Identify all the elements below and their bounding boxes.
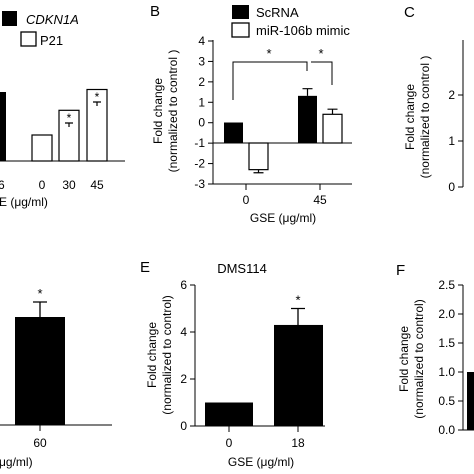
sig-star-a-45: * (95, 90, 100, 104)
y-f-tick-label: 1.0 (438, 365, 455, 379)
bar-b-mimic-0 (248, 142, 269, 171)
y-axis-label-e-line1: Fold change (145, 322, 159, 388)
y-b-tick-label: -2 (194, 157, 205, 171)
errorbar-b-mimic-45 (327, 108, 338, 115)
y-f-tick-label: 2.0 (438, 307, 455, 321)
x-tick-e-18: 18 (291, 436, 305, 450)
errorbar-b-scrna-45 (302, 88, 313, 96)
panel-label-c: C (404, 4, 415, 21)
bar-f-cut (467, 372, 474, 430)
y-e-tick-label: 6 (180, 278, 187, 292)
legend-label-mimic: miR-106b mimic (256, 23, 350, 38)
bar-cdkn1a-cut (0, 92, 6, 161)
y-b-tick-label: 2 (198, 75, 205, 89)
y-f-tick-label: 0.0 (438, 423, 455, 437)
sig-bracket-b-2 (311, 61, 333, 85)
panel-label-b: B (150, 3, 160, 20)
errorbar-p21-30 (65, 122, 73, 127)
bar-d-60 (15, 317, 65, 425)
x-tick-a-45: 45 (90, 178, 104, 192)
panel-label-e: E (140, 259, 150, 276)
legend-label-p21: P21 (40, 33, 63, 48)
y-axis-label-c-line1: Fold change (403, 84, 417, 150)
legend-label-cdkn1a: CDKN1A (26, 12, 79, 27)
y-tick-c-0: 0 (448, 180, 455, 194)
y-f-tick-label: 2.5 (438, 278, 455, 292)
bar-e-18 (274, 324, 323, 426)
x-tick-e-0: 0 (226, 436, 233, 450)
sig-star-b-2: * (318, 46, 323, 61)
y-e-tick-label: 2 (180, 372, 187, 386)
sig-star-a-30: * (67, 111, 72, 125)
bar-b-scrna-45 (298, 95, 317, 143)
y-e-tick-label: 4 (180, 325, 187, 339)
y-axis-label-e-line2: (normalized to control) (160, 295, 174, 414)
y-b-tick-label: 1 (198, 95, 205, 109)
y-f-tick-label: 1.5 (438, 336, 455, 350)
bar-b-mimic-45 (322, 113, 343, 144)
errorbar-b-mimic-0 (253, 169, 264, 174)
panel-c: C Fold change (normalized to control ) 2… (403, 4, 464, 194)
y-b-tick-label: -3 (194, 177, 205, 191)
x-axis-label-b: GSE (μg/ml) (250, 211, 316, 225)
x-tick-a-cut: 6 (0, 178, 5, 192)
errorbar-d-60 (33, 301, 47, 317)
chart-title-e: DMS114 (217, 261, 267, 276)
x-tick-d-60: 60 (33, 436, 47, 450)
y-tick-c-2: 2 (448, 88, 455, 102)
panel-e: E DMS114 Fold change (normalized to cont… (140, 259, 325, 469)
panel-f: F Fold change (normalized to control) 2.… (396, 262, 474, 437)
errorbar-p21-45 (93, 101, 101, 106)
x-axis-label-a: E (μg/ml) (0, 195, 48, 209)
y-tick-c-1: 1 (448, 134, 455, 148)
bar-p21-0 (31, 134, 53, 162)
panel-a: CDKN1A P21 * * 6 0 30 45 E (μg/ml) (0, 11, 125, 209)
x-tick-b-0: 0 (243, 193, 250, 207)
bar-b-scrna-0 (224, 122, 243, 143)
x-tick-a-0: 0 (39, 178, 46, 192)
sig-star-d: * (37, 286, 42, 301)
x-axis-label-e: GSE (μg/ml) (228, 455, 294, 469)
panel-label-f: F (396, 262, 405, 279)
y-axis-label-c-line2: (normalized to control ) (418, 56, 432, 179)
y-b-tick-label: 0 (198, 116, 205, 130)
legend-swatch-scrna (232, 5, 249, 19)
bar-p21-45 (86, 88, 108, 162)
y-b-tick-label: -1 (194, 136, 205, 150)
y-axis-label-f-line1: Fold change (397, 326, 411, 392)
y-b-tick-label: 3 (198, 54, 205, 68)
legend-swatch-p21 (20, 31, 37, 47)
panel-d: * 60 μg/ml) (0, 286, 112, 469)
sig-bracket-b-1 (232, 61, 308, 100)
y-axis-label-f-line2: (normalized to control) (412, 299, 426, 418)
x-tick-b-45: 45 (313, 193, 327, 207)
bar-p21-30 (58, 109, 80, 162)
y-axis-label-b-line2: (normalized to control ) (166, 50, 180, 173)
panel-b: B ScRNA miR-106b mimic Fold change (norm… (150, 3, 352, 225)
x-axis-label-d: μg/ml) (0, 455, 33, 469)
y-axis-label-b-line1: Fold change (151, 78, 165, 144)
legend-swatch-cdkn1a (2, 11, 17, 26)
y-b-tick-label: 4 (198, 34, 205, 48)
errorbar-e-18 (291, 307, 305, 325)
sig-star-b-1: * (266, 46, 271, 61)
legend-label-scrna: ScRNA (256, 5, 299, 20)
y-f-tick-label: 0.5 (438, 394, 455, 408)
legend-swatch-mimic (231, 22, 250, 38)
sig-star-e: * (295, 293, 300, 308)
bar-e-0 (205, 402, 253, 426)
y-e-tick-label: 0 (180, 419, 187, 433)
x-tick-a-30: 30 (62, 178, 76, 192)
